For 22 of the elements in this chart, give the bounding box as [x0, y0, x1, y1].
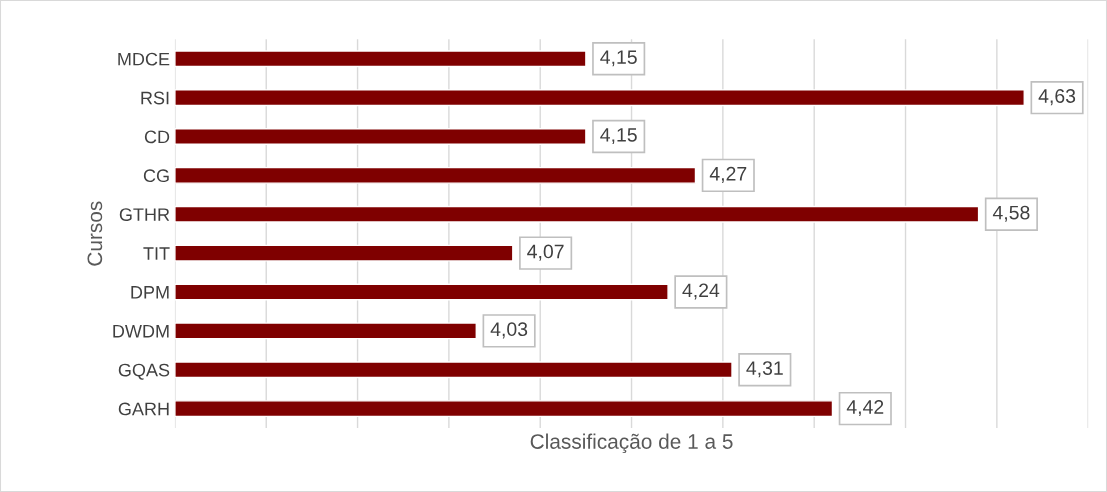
data-label: 4,58	[992, 205, 1030, 222]
data-label: 4,27	[709, 166, 747, 183]
y-tick-label: CD	[144, 130, 170, 144]
y-tick-label: RSI	[141, 91, 169, 105]
data-label: 4,07	[527, 244, 564, 261]
data-label: 4,15	[600, 128, 637, 145]
y-tick-label: DWDM	[113, 324, 169, 338]
data-label: 4,63	[1038, 89, 1076, 106]
data-label: 4,15	[600, 50, 637, 67]
y-tick-label: GTHR	[119, 208, 170, 221]
y-tick-label: MDCE	[118, 52, 170, 66]
y-tick-label: CG	[143, 169, 169, 183]
x-axis-title: Classificação de 1 a 5	[530, 433, 733, 454]
data-label: 4,03	[490, 322, 528, 339]
y-tick-label: GQAS	[118, 363, 170, 380]
data-label: 4,42	[846, 400, 884, 417]
y-tick-label: TIT	[143, 247, 170, 260]
y-tick-label: GARH	[118, 402, 169, 416]
data-label: 4,31	[746, 361, 783, 378]
y-axis-title: Cursos	[87, 201, 103, 266]
y-tick-label: DPM	[131, 286, 169, 299]
data-label: 4,24	[682, 283, 720, 300]
